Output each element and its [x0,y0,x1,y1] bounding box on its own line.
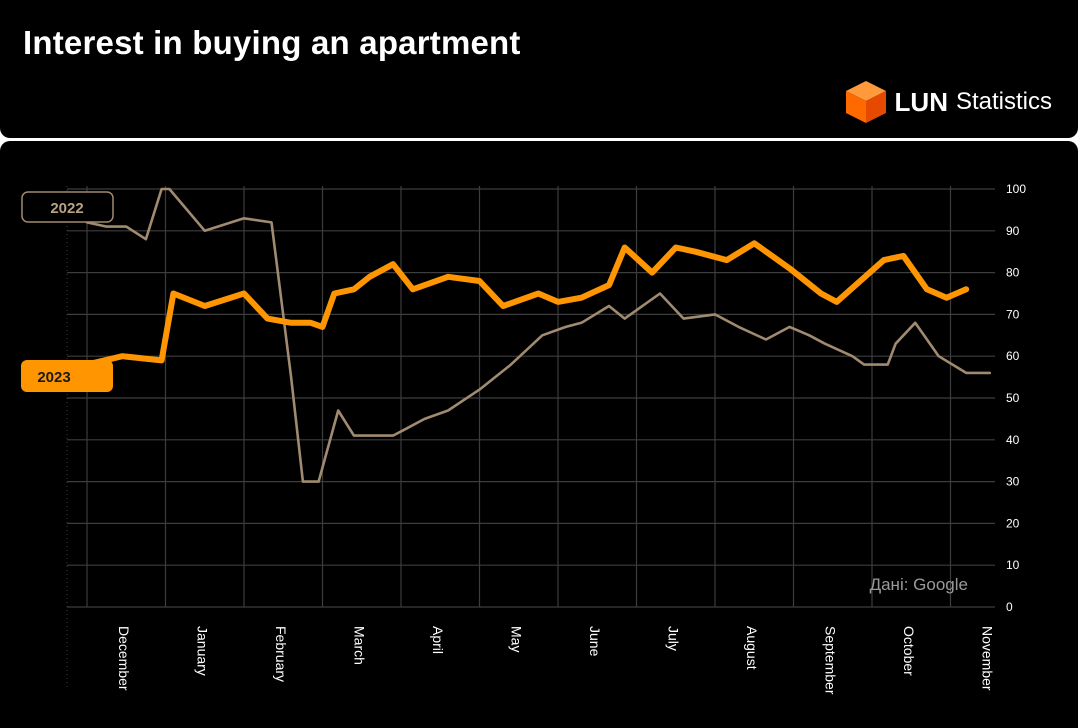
y-tick-label: 40 [1006,433,1020,447]
x-tick-label: December [116,626,132,691]
x-tick-label: February [273,626,289,682]
x-tick-label: September [823,626,839,695]
series-label-2022: 2022 [21,191,114,223]
series-label-2023-box [21,360,113,392]
x-tick-label: June [587,626,603,657]
x-tick-label: May [509,626,525,652]
x-tick-labels: December January February March April May June… [116,626,996,695]
y-tick-label: 0 [1006,600,1013,614]
brand-sub: Statistics [955,88,1052,115]
y-tick-label: 20 [1006,516,1020,530]
x-tick-label: March [352,626,368,665]
y-tick-label: 70 [1006,307,1020,321]
series-line-2023 [84,240,970,368]
header-panel: Interest in buying an apartment LUN Stat… [0,0,1078,138]
x-tick-label: October [901,626,917,676]
series-label-2022-box [21,191,114,223]
source-note: Дані: Google [870,575,968,594]
series-label-2023-text: 2023 [37,369,70,386]
brand: LUN Statistics [845,80,1052,124]
y-tick-labels: 0 10 20 30 40 50 60 70 80 90 100 [1006,182,1026,614]
x-tick-label: January [195,626,211,676]
lun-cube-logo-icon [845,81,886,123]
y-tick-label: 100 [1006,182,1026,196]
y-tick-label: 10 [1006,558,1020,572]
series-label-2022-text: 2022 [50,200,83,217]
x-tick-label: July [666,626,682,651]
series-line-2022 [85,187,992,483]
chart-panel [0,141,1078,728]
x-tick-label: April [430,626,446,654]
series-label-2023: 2023 [21,360,113,392]
x-tick-label: November [980,626,996,691]
y-tick-label: 90 [1006,224,1020,238]
brand-name: LUN [894,86,948,117]
chart-title: Interest in buying an apartment [23,24,521,61]
y-tick-label: 50 [1006,391,1020,405]
y-tick-label: 60 [1006,349,1020,363]
y-tick-label: 80 [1006,266,1020,280]
x-tick-label: August [744,626,760,670]
grid [66,186,995,690]
y-tick-label: 30 [1006,475,1020,489]
